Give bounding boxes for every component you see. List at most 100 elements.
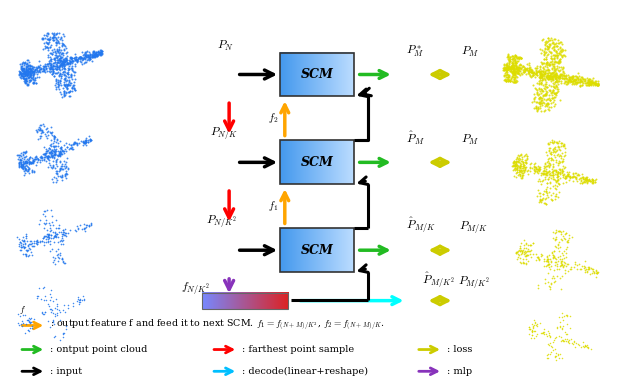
Point [54, 150, 64, 156]
Point [544, 141, 554, 147]
Point [524, 71, 534, 77]
Point [536, 71, 547, 77]
Point [544, 73, 554, 79]
Point [519, 69, 529, 75]
Point [551, 74, 561, 80]
Point [557, 54, 568, 60]
Point [577, 78, 588, 84]
Point [584, 177, 595, 183]
Point [26, 70, 36, 76]
Point [515, 65, 525, 71]
Point [554, 58, 564, 65]
Point [525, 64, 535, 70]
Point [545, 41, 555, 47]
Point [544, 104, 554, 110]
Point [51, 168, 61, 174]
Point [510, 52, 520, 58]
Point [52, 136, 62, 142]
Point [18, 73, 28, 79]
Point [541, 355, 552, 361]
Point [45, 36, 55, 42]
Point [584, 76, 594, 83]
Point [565, 266, 575, 272]
Point [47, 129, 58, 135]
Point [59, 142, 69, 148]
Point [22, 82, 32, 88]
Point [68, 68, 78, 74]
Point [547, 75, 557, 81]
Text: $P_{M/K}$: $P_{M/K}$ [459, 219, 488, 235]
Point [27, 63, 37, 69]
Point [21, 78, 31, 84]
Point [35, 157, 45, 163]
Point [562, 238, 572, 244]
Point [509, 163, 520, 169]
Point [60, 56, 70, 62]
Point [505, 58, 515, 64]
Point [24, 74, 34, 81]
Point [585, 81, 595, 87]
Point [20, 159, 31, 165]
Point [536, 95, 546, 101]
Point [542, 73, 552, 79]
Point [543, 87, 554, 93]
Point [568, 264, 579, 270]
Point [69, 84, 79, 91]
Point [17, 60, 27, 66]
Point [23, 168, 33, 174]
Point [562, 321, 572, 327]
Point [49, 239, 59, 245]
Point [533, 68, 543, 74]
Point [561, 173, 572, 179]
Point [510, 162, 520, 168]
Point [548, 69, 559, 75]
Point [60, 88, 70, 94]
Point [499, 73, 509, 79]
Point [84, 51, 95, 57]
Point [573, 341, 583, 347]
Point [60, 77, 70, 83]
Point [97, 48, 107, 54]
Point [511, 249, 521, 255]
Point [55, 167, 65, 173]
Point [540, 68, 550, 74]
Point [581, 176, 591, 182]
Point [557, 262, 568, 269]
Point [35, 217, 45, 223]
Point [507, 64, 517, 70]
Point [544, 67, 554, 73]
Point [56, 144, 66, 150]
Point [28, 74, 38, 80]
Point [51, 78, 61, 84]
Point [515, 164, 525, 170]
Point [586, 77, 596, 83]
Point [572, 79, 582, 85]
Point [549, 267, 559, 273]
Point [508, 74, 518, 80]
Point [568, 178, 579, 184]
Point [56, 149, 67, 155]
Point [50, 150, 60, 156]
Point [87, 54, 97, 60]
Point [518, 169, 529, 175]
Point [21, 75, 31, 81]
Point [581, 176, 591, 182]
Point [540, 174, 550, 180]
Point [38, 151, 48, 157]
Point [548, 175, 559, 181]
Point [65, 81, 75, 87]
Point [15, 152, 25, 158]
Point [552, 65, 563, 71]
Point [46, 65, 56, 71]
Point [583, 79, 593, 85]
Point [534, 80, 544, 86]
Point [540, 276, 550, 282]
Point [23, 71, 33, 77]
Point [33, 69, 43, 75]
Point [536, 73, 546, 79]
Point [59, 260, 69, 266]
Point [535, 164, 545, 170]
Point [68, 86, 79, 92]
Point [20, 76, 30, 82]
Point [56, 62, 67, 68]
